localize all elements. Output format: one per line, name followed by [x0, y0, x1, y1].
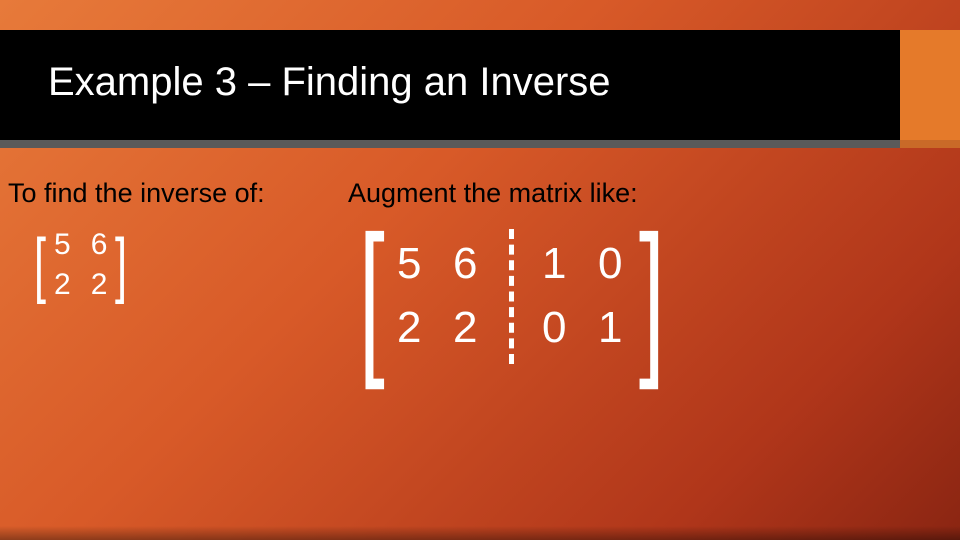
matrix-grid: 5 6 2 2	[50, 228, 111, 302]
right-label: Augment the matrix like:	[348, 178, 638, 209]
augment-divider	[509, 229, 514, 364]
bottom-bevel	[0, 526, 960, 540]
bracket-left-icon: [	[359, 224, 381, 369]
accent-strip	[900, 30, 960, 140]
matrix-cell: 6	[91, 228, 108, 262]
title-underline	[0, 140, 900, 148]
bracket-right-icon: ]	[639, 224, 661, 369]
matrix-cell: 6	[445, 239, 485, 289]
matrix-cell: 5	[389, 239, 429, 289]
matrix-cell: 2	[445, 303, 485, 353]
matrix-cell: 0	[534, 303, 574, 353]
matrix-cell: 2	[91, 268, 108, 302]
bracket-left-icon: [	[34, 229, 46, 301]
slide-title: Example 3 – Finding an Inverse	[48, 60, 611, 105]
matrix-cell: 1	[534, 239, 574, 289]
matrix-cell: 2	[54, 268, 71, 302]
accent-underline	[900, 140, 960, 148]
matrix-cell: 5	[54, 228, 71, 262]
augmented-matrix: [ 5 2 6 2 1 0 0 1 ]	[350, 224, 669, 369]
bracket-right-icon: ]	[115, 229, 127, 301]
input-matrix: [ 5 6 2 2 ]	[30, 228, 131, 302]
matrix-cell: 0	[590, 239, 630, 289]
matrix-cell: 2	[389, 303, 429, 353]
matrix-cell: 1	[590, 303, 630, 353]
left-label: To find the inverse of:	[8, 178, 265, 209]
augmented-content: 5 2 6 2 1 0 0 1	[389, 229, 630, 364]
